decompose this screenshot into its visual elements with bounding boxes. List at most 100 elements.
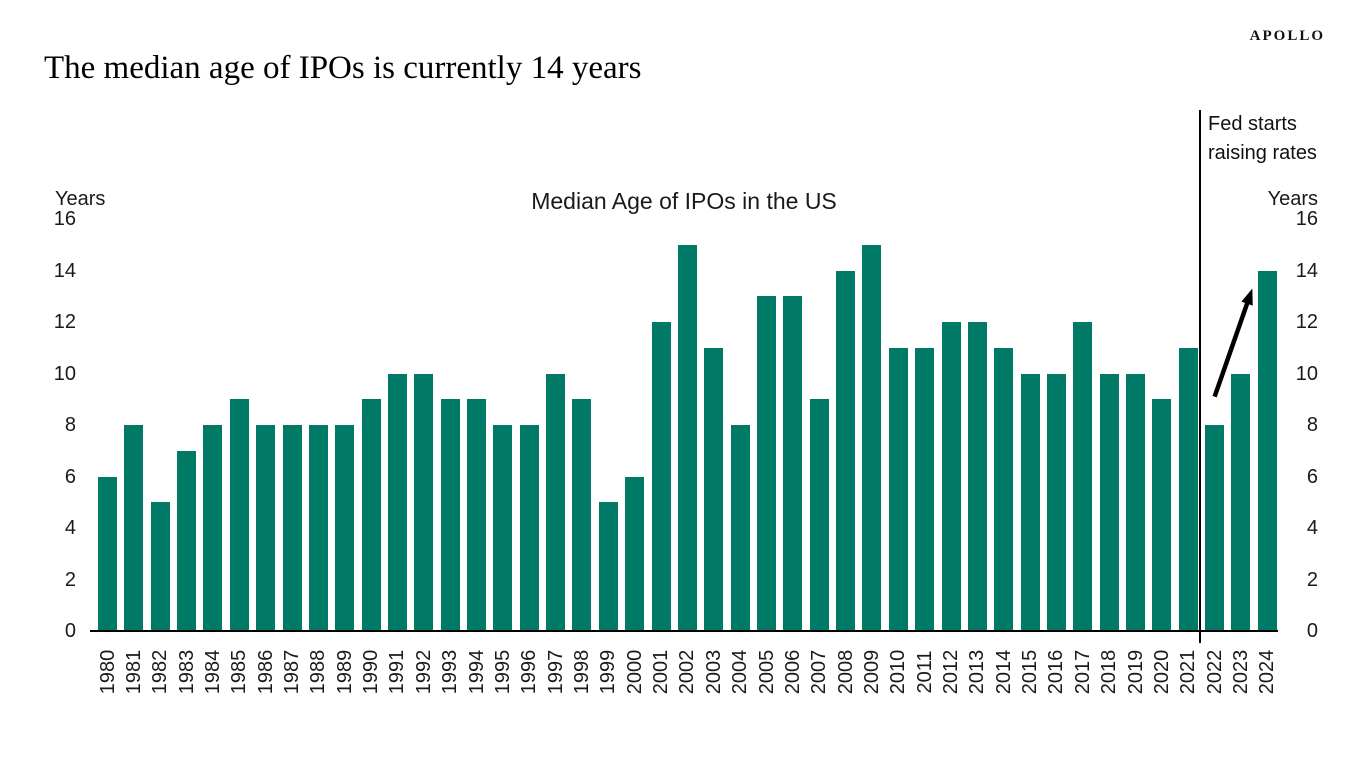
y-tick-right-16: 16	[1295, 208, 1318, 230]
bar-1996	[519, 425, 539, 631]
y-axis-unit-label-left: Years	[55, 188, 106, 210]
bar-1995	[493, 425, 513, 631]
x-tick-label-2013: 2013	[966, 649, 989, 695]
x-axis-line	[90, 630, 1278, 632]
x-tick-label-2011: 2011	[913, 650, 936, 694]
x-tick-label-2008: 2008	[834, 649, 857, 695]
page-title: The median age of IPOs is currently 14 y…	[44, 50, 642, 86]
bar-2008	[836, 270, 856, 631]
bar-2016	[1046, 373, 1066, 631]
y-tick-left-12: 12	[53, 311, 76, 333]
x-tick-label-1992: 1992	[412, 649, 435, 695]
x-tick-label-1995: 1995	[491, 649, 514, 695]
y-tick-left-14: 14	[53, 259, 76, 282]
y-tick-left-8: 8	[64, 414, 76, 436]
bar-2014	[994, 347, 1014, 631]
x-tick-label-1982: 1982	[149, 649, 172, 695]
x-tick-label-2004: 2004	[729, 649, 752, 695]
y-tick-right-8: 8	[1306, 414, 1318, 436]
x-tick-label-2021: 2021	[1177, 649, 1200, 695]
fed-annotation-label-line1: Fed starts	[1208, 113, 1297, 135]
x-tick-label-2024: 2024	[1256, 649, 1279, 695]
bar-2024	[1257, 270, 1277, 631]
x-tick-label-2020: 2020	[1150, 649, 1173, 695]
x-tick-label-2001: 2001	[650, 649, 673, 695]
x-tick-label-1981: 1981	[122, 649, 145, 695]
bar-2017	[1073, 322, 1093, 631]
bar-1993	[440, 399, 460, 631]
bar-2004	[730, 425, 750, 631]
x-tick-label-2005: 2005	[755, 649, 778, 695]
x-tick-label-2012: 2012	[940, 649, 963, 695]
x-tick-label-1984: 1984	[201, 649, 224, 695]
x-tick-label-1988: 1988	[307, 649, 330, 695]
bar-1989	[335, 425, 355, 631]
bar-1984	[203, 425, 223, 631]
bar-2002	[677, 244, 697, 631]
bar-2010	[888, 347, 908, 631]
bar-2006	[783, 296, 803, 631]
x-tick-label-1994: 1994	[465, 649, 488, 695]
x-tick-label-2018: 2018	[1098, 649, 1121, 695]
x-tick-label-2015: 2015	[1019, 649, 1042, 695]
x-tick-label-1993: 1993	[439, 649, 462, 695]
bar-2019	[1126, 373, 1146, 631]
bar-2000	[625, 476, 645, 631]
y-tick-right-6: 6	[1306, 465, 1318, 488]
bar-1983	[177, 450, 197, 631]
x-tick-label-2007: 2007	[808, 649, 831, 695]
bar-2009	[862, 244, 882, 631]
x-tick-label-2003: 2003	[702, 649, 725, 695]
bar-1988	[308, 425, 328, 631]
bar-2005	[757, 296, 776, 631]
bar-1987	[282, 425, 302, 631]
y-tick-left-4: 4	[64, 517, 76, 539]
bar-1997	[546, 373, 566, 631]
y-tick-right-14: 14	[1295, 259, 1318, 282]
bar-2012	[941, 322, 961, 631]
apollo-logo: APOLLO	[1249, 28, 1325, 44]
x-tick-label-1997: 1997	[544, 649, 567, 695]
x-tick-label-1983: 1983	[175, 649, 198, 695]
fed-annotation-line	[1199, 110, 1202, 643]
x-tick-label-2014: 2014	[992, 649, 1015, 695]
x-tick-label-1999: 1999	[597, 649, 620, 695]
bar-2020	[1152, 399, 1172, 631]
bar-1981	[124, 425, 144, 631]
y-tick-left-0: 0	[64, 620, 76, 642]
fed-annotation-label: Fed starts raising rates	[1208, 110, 1317, 168]
x-tick-label-1987: 1987	[281, 649, 304, 695]
bar-2011	[915, 347, 935, 631]
x-tick-label-1990: 1990	[360, 649, 383, 695]
y-tick-right-4: 4	[1306, 517, 1318, 539]
x-tick-label-1980: 1980	[96, 649, 119, 695]
bar-1991	[387, 373, 407, 631]
y-tick-left-10: 10	[53, 362, 76, 385]
y-tick-right-10: 10	[1295, 362, 1318, 385]
y-axis-unit-label-right: Years	[1267, 188, 1318, 210]
x-tick-label-2002: 2002	[676, 649, 699, 695]
bar-2018	[1099, 373, 1119, 631]
x-tick-label-1998: 1998	[570, 649, 593, 695]
bar-1985	[229, 399, 249, 631]
y-tick-right-2: 2	[1306, 568, 1318, 591]
bar-2007	[809, 399, 829, 631]
y-tick-left-6: 6	[64, 465, 76, 488]
bar-2003	[704, 347, 724, 631]
x-tick-label-2022: 2022	[1203, 649, 1226, 695]
bar-2021	[1178, 347, 1198, 631]
x-tick-label-1989: 1989	[333, 649, 356, 695]
x-tick-label-2006: 2006	[781, 649, 804, 695]
y-tick-right-0: 0	[1306, 620, 1318, 642]
y-tick-left-16: 16	[53, 208, 76, 230]
x-tick-label-1996: 1996	[518, 649, 541, 695]
x-tick-label-1986: 1986	[254, 649, 277, 695]
x-tick-label-2009: 2009	[860, 649, 883, 695]
bars-container	[90, 219, 1278, 631]
bar-1980	[98, 476, 117, 631]
x-tick-label-2000: 2000	[623, 649, 646, 695]
x-tick-label-2016: 2016	[1045, 649, 1068, 695]
bar-2022	[1205, 425, 1225, 631]
x-tick-label-1991: 1991	[386, 649, 409, 695]
x-tick-label-2017: 2017	[1071, 649, 1094, 695]
